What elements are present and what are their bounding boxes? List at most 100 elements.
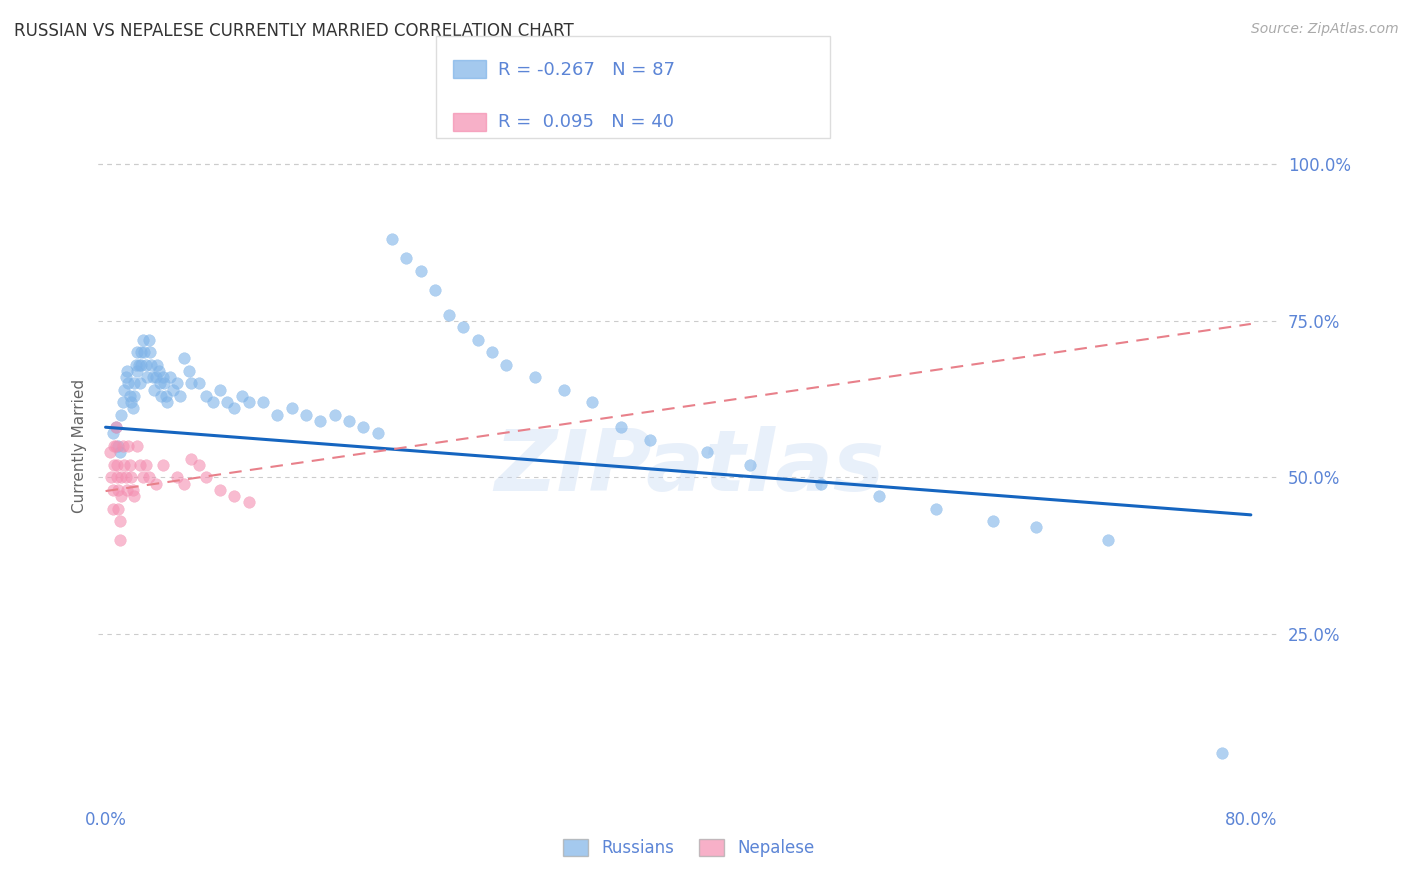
Point — [309, 414, 332, 428]
Point — [108, 514, 131, 528]
Point — [810, 476, 832, 491]
Point — [352, 420, 374, 434]
Point — [467, 333, 489, 347]
Point — [367, 426, 389, 441]
Point — [131, 345, 153, 359]
Y-axis label: Currently Married: Currently Married — [72, 379, 87, 513]
Point — [117, 376, 139, 391]
Point — [238, 495, 260, 509]
Point — [295, 408, 318, 422]
Point — [111, 395, 134, 409]
Point — [112, 383, 135, 397]
Point — [217, 395, 239, 409]
Point — [145, 370, 167, 384]
Point — [117, 439, 139, 453]
Point — [148, 364, 170, 378]
Point — [173, 351, 195, 366]
Point — [177, 364, 200, 378]
Point — [143, 383, 166, 397]
Point — [114, 470, 136, 484]
Point — [118, 389, 141, 403]
Point — [120, 395, 142, 409]
Point — [111, 439, 134, 453]
Point — [231, 389, 253, 403]
Point — [105, 458, 128, 472]
Point — [156, 395, 179, 409]
Point — [194, 470, 217, 484]
Point — [121, 483, 143, 497]
Point — [209, 483, 232, 497]
Point — [108, 445, 131, 459]
Point — [209, 383, 232, 397]
Point — [150, 389, 173, 403]
Point — [581, 395, 603, 409]
Point — [252, 395, 274, 409]
Text: R =  0.095   N = 40: R = 0.095 N = 40 — [498, 113, 673, 131]
Point — [152, 458, 174, 472]
Point — [103, 439, 125, 453]
Text: ZIPatlas: ZIPatlas — [494, 425, 884, 509]
Point — [481, 345, 503, 359]
Legend: Russians, Nepalese: Russians, Nepalese — [555, 831, 823, 866]
Point — [495, 358, 517, 372]
Point — [981, 514, 1004, 528]
Point — [553, 383, 575, 397]
Point — [187, 376, 209, 391]
Point — [122, 376, 145, 391]
Point — [107, 483, 129, 497]
Point — [128, 358, 150, 372]
Point — [395, 251, 418, 265]
Point — [524, 370, 547, 384]
Point — [1211, 746, 1233, 760]
Point — [115, 483, 138, 497]
Point — [1025, 520, 1047, 534]
Point — [107, 439, 129, 453]
Point — [142, 370, 165, 384]
Point — [423, 283, 446, 297]
Point — [453, 320, 475, 334]
Point — [125, 439, 148, 453]
Point — [638, 433, 661, 447]
Point — [115, 364, 138, 378]
Point — [108, 533, 131, 547]
Point — [238, 395, 260, 409]
Point — [134, 345, 156, 359]
Point — [145, 476, 167, 491]
Point — [194, 389, 217, 403]
Point — [101, 426, 124, 441]
Point — [101, 501, 124, 516]
Point — [104, 420, 127, 434]
Point — [173, 476, 195, 491]
Point — [381, 232, 404, 246]
Point — [121, 401, 143, 416]
Point — [138, 333, 160, 347]
Point — [868, 489, 890, 503]
Point — [125, 345, 148, 359]
Point — [141, 358, 163, 372]
Point — [120, 470, 142, 484]
Point — [114, 370, 136, 384]
Point — [224, 489, 246, 503]
Point — [122, 489, 145, 503]
Point — [107, 501, 129, 516]
Point — [104, 420, 127, 434]
Point — [180, 376, 202, 391]
Point — [139, 345, 162, 359]
Point — [110, 408, 132, 422]
Point — [738, 458, 761, 472]
Point — [132, 470, 155, 484]
Point — [105, 470, 128, 484]
Point — [159, 370, 181, 384]
Point — [162, 383, 184, 397]
Point — [110, 489, 132, 503]
Point — [129, 376, 152, 391]
Point — [224, 401, 246, 416]
Point — [138, 470, 160, 484]
Point — [187, 458, 209, 472]
Point — [166, 376, 188, 391]
Point — [323, 408, 346, 422]
Point — [925, 501, 948, 516]
Point — [437, 308, 460, 322]
Point — [180, 451, 202, 466]
Point — [610, 420, 633, 434]
